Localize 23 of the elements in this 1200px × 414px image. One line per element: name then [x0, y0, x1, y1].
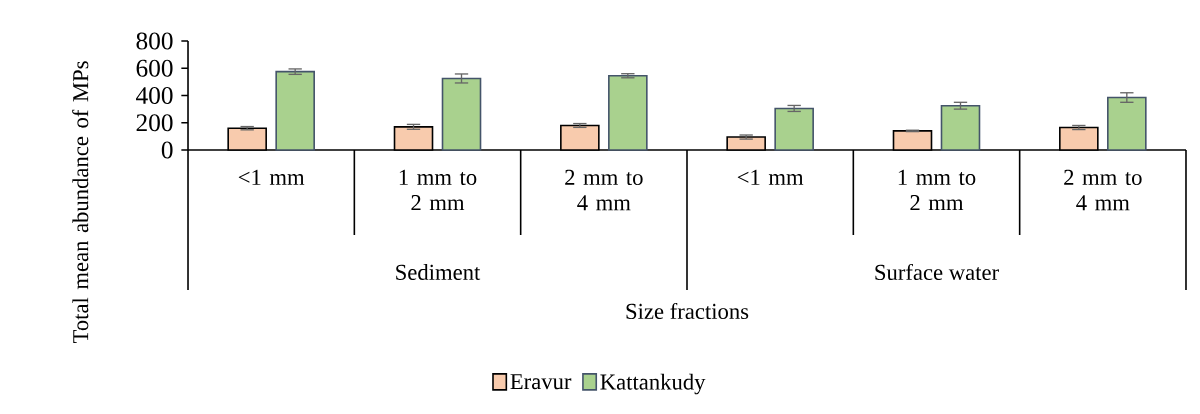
y-tick-label: 600 — [136, 59, 173, 77]
y-tick-label: 400 — [136, 86, 173, 105]
bar — [1107, 96, 1147, 151]
y-tick-label: 800 — [136, 32, 173, 50]
x-tick-label: <1 mm — [737, 169, 804, 185]
x-tick-label: <1 mm — [238, 169, 305, 185]
bar — [441, 77, 482, 151]
x-tick-label: 2 mm to 4 mm — [1064, 169, 1142, 211]
x-tick-label: 1 mm to 2 mm — [898, 169, 976, 211]
legend-label: Eravur — [510, 374, 572, 390]
text: Surface water — [875, 263, 999, 281]
y-tick-label: 200 — [136, 114, 173, 132]
bar — [774, 107, 814, 151]
x-tick-label: 2 mm to 4 mm — [565, 169, 643, 211]
bar — [275, 70, 315, 151]
bar — [940, 104, 981, 151]
bar — [608, 74, 648, 151]
legend-label: Kattankudy — [600, 373, 706, 395]
x-tick-label: 1 mm to 2 mm — [399, 169, 477, 211]
x-axis-title: Size fractions — [626, 302, 749, 320]
text: Sediment — [396, 264, 481, 280]
y-tick-label: 0 — [161, 141, 173, 159]
y-axis-title: Total mean abundance of MPs — [72, 61, 89, 344]
